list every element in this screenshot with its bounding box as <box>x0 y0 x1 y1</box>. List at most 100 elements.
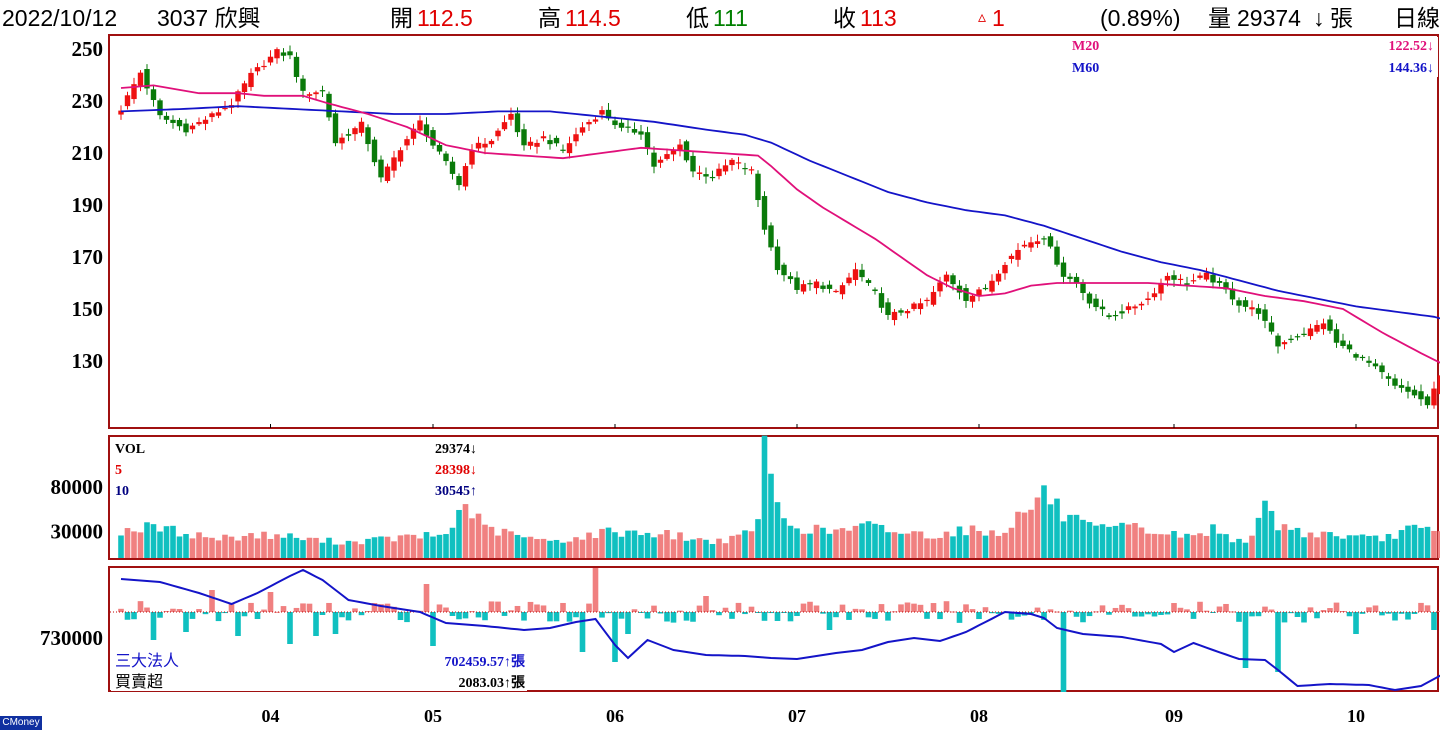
volume-bar <box>612 532 618 558</box>
volume-bar <box>1340 538 1346 558</box>
netbuy-bar <box>1080 612 1086 623</box>
volume-bar <box>956 526 963 558</box>
volume-bar <box>306 537 313 558</box>
volume-bar <box>917 531 924 558</box>
candle <box>150 85 157 107</box>
netbuy-bar <box>261 609 267 612</box>
candle <box>703 167 709 184</box>
volume-bar <box>592 538 599 558</box>
volume-bar <box>1047 504 1054 558</box>
vol10-legend-value: 30545↑ <box>435 484 477 499</box>
netbuy-bar <box>1301 612 1307 623</box>
volume-bar <box>930 538 937 558</box>
candle <box>378 155 384 183</box>
volume-bar <box>495 535 501 558</box>
netbuy-bar <box>599 612 605 618</box>
candle <box>579 122 586 136</box>
volume-bar <box>1060 521 1067 558</box>
candle <box>573 127 579 147</box>
candle <box>995 269 1002 286</box>
volume-bar <box>1028 509 1034 558</box>
candle <box>651 146 657 174</box>
candle <box>1242 297 1249 312</box>
netbuy-bar <box>222 612 228 614</box>
low-value: 111 <box>713 5 748 31</box>
candle <box>404 135 410 151</box>
netbuy-bar <box>365 610 371 612</box>
candle <box>1314 320 1320 334</box>
volume-bar <box>1275 530 1281 558</box>
candle <box>969 294 976 308</box>
candle <box>800 280 807 295</box>
candle <box>365 124 371 152</box>
candle <box>1060 256 1067 284</box>
candle <box>755 170 761 207</box>
volume-bar <box>605 527 612 558</box>
netbuy-bar <box>397 612 404 621</box>
candle <box>696 165 703 181</box>
stock-code-name: 3037 欣興 <box>157 5 261 31</box>
netbuy-bar <box>1177 607 1184 612</box>
netbuy-bar <box>1210 612 1216 613</box>
candle <box>410 123 417 146</box>
volume-bar <box>1002 532 1008 558</box>
candle <box>1203 267 1210 282</box>
volume-bar <box>703 539 709 558</box>
netbuy-bar <box>1093 611 1099 613</box>
candle <box>215 107 222 119</box>
vol5-legend-value: 28398↓ <box>435 463 477 478</box>
high-label: 高 <box>538 5 561 31</box>
volume-bar <box>475 513 482 558</box>
volume-bar <box>189 538 196 558</box>
netbuy-bar <box>1294 612 1301 617</box>
candle <box>1262 303 1268 329</box>
candle <box>319 85 326 97</box>
netbuy-bar <box>378 604 384 612</box>
netbuy-bar <box>495 601 501 612</box>
netbuy-bar <box>176 609 183 612</box>
volume-bar <box>1327 532 1333 558</box>
candle <box>1424 394 1431 409</box>
netbuy-bar <box>144 607 150 612</box>
netbuy-bar <box>1164 612 1171 615</box>
netbuy-bar <box>904 602 911 612</box>
volume-bar <box>300 540 306 558</box>
candle <box>345 128 352 142</box>
candle <box>501 115 508 131</box>
candle <box>1210 267 1216 289</box>
candle <box>183 118 189 137</box>
volume-y-tick-80000: 80000 <box>51 475 104 499</box>
netbuy-bar <box>1262 606 1268 612</box>
candle <box>976 287 982 302</box>
candle <box>774 239 781 275</box>
netbuy-bar <box>1203 610 1210 612</box>
change-up-icon: ▵ <box>978 9 987 26</box>
netbuy-bar <box>540 605 547 612</box>
volume-bar <box>800 533 807 558</box>
volume-bar <box>859 523 865 558</box>
institutional-cumulative-line <box>120 568 1440 692</box>
volume-value: 29374 <box>1237 5 1301 31</box>
netbuy-bar <box>456 612 462 620</box>
volume-bar <box>826 533 833 558</box>
candle <box>456 173 462 191</box>
candle <box>527 137 534 150</box>
volume-bar <box>807 533 813 558</box>
candle <box>1151 287 1158 301</box>
candle <box>1099 299 1106 317</box>
volume-bar <box>677 532 683 558</box>
netbuy-bar <box>683 612 690 621</box>
netbuy-bar <box>735 602 742 612</box>
netbuy-bar <box>612 612 618 662</box>
volume-bar <box>358 544 365 558</box>
candle <box>872 287 878 295</box>
netbuy-bar <box>1158 612 1164 615</box>
volume-bar <box>924 538 930 558</box>
volume-bar <box>872 523 878 558</box>
netbuy-bar <box>462 612 469 619</box>
netbuy-bar <box>820 612 826 614</box>
netbuy-bar <box>209 590 215 612</box>
price-y-tick-170: 170 <box>72 245 104 269</box>
netbuy-bar <box>488 601 495 612</box>
netbuy-bar <box>592 568 599 612</box>
